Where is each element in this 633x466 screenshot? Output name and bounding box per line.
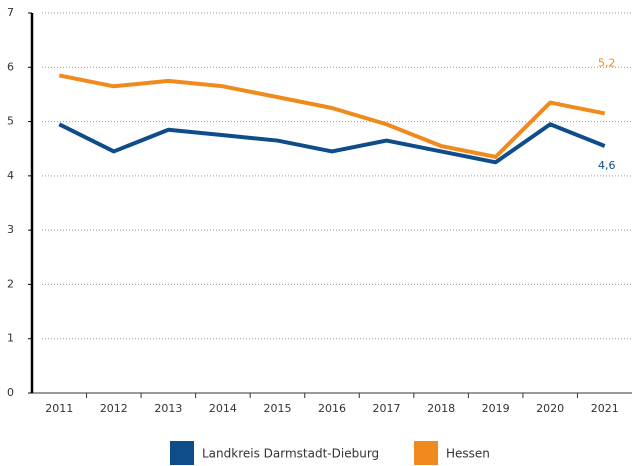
value-label: 5,2 <box>598 56 616 69</box>
y-tick-label: 2 <box>7 277 14 290</box>
x-tick-label: 2018 <box>427 402 455 415</box>
y-tick-label: 0 <box>7 386 14 399</box>
y-tick-label: 6 <box>7 60 14 73</box>
x-tick-label: 2016 <box>318 402 346 415</box>
x-tick-label: 2017 <box>373 402 401 415</box>
series-line <box>58 122 606 165</box>
x-tick-label: 2012 <box>100 402 128 415</box>
value-label: 4,6 <box>598 159 616 172</box>
legend-swatch <box>170 441 194 465</box>
x-tick-label: 2015 <box>263 402 291 415</box>
y-tick-label: 5 <box>7 115 14 128</box>
x-tick-label: 2014 <box>209 402 237 415</box>
legend-label: Landkreis Darmstadt-Dieburg <box>202 447 379 461</box>
x-tick-label: 2020 <box>536 402 564 415</box>
x-tick-label: 2019 <box>482 402 510 415</box>
x-tick-label: 2013 <box>154 402 182 415</box>
x-tick-label: 2021 <box>591 402 619 415</box>
series-line <box>58 73 606 159</box>
y-tick-label: 1 <box>7 332 14 345</box>
legend-swatch <box>414 441 438 465</box>
legend-label: Hessen <box>446 447 490 461</box>
y-tick-label: 7 <box>7 6 14 19</box>
x-tick-label: 2011 <box>45 402 73 415</box>
y-tick-label: 3 <box>7 223 14 236</box>
y-tick-label: 4 <box>7 169 14 182</box>
